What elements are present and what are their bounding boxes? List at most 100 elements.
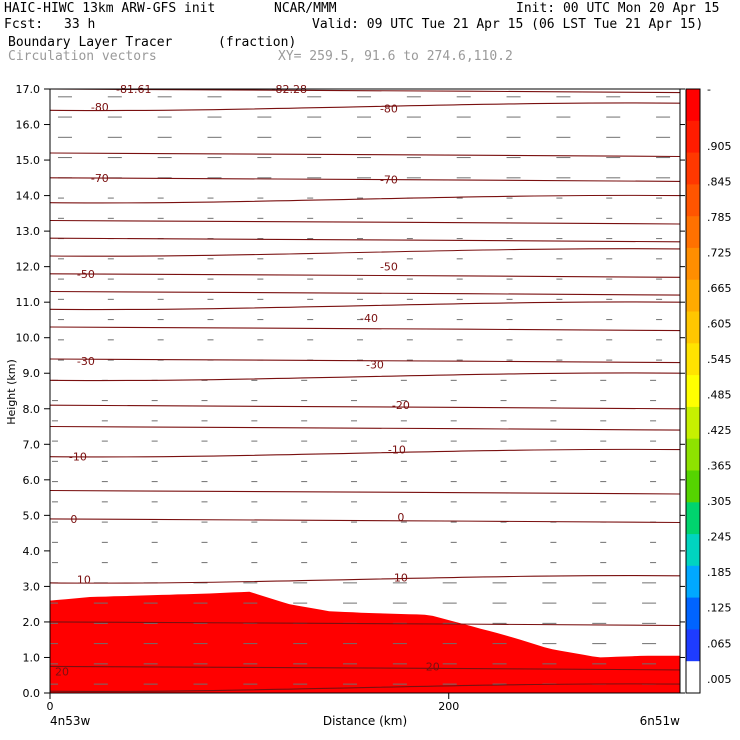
y-tick-label: 14.0 — [16, 190, 41, 203]
y-tick-label: 13.0 — [16, 225, 41, 238]
y-tick-label: 1.0 — [23, 651, 41, 664]
x-tick-label: 200 — [438, 700, 459, 713]
colorbar-label: .545 — [707, 353, 732, 366]
colorbar-label: .125 — [707, 602, 732, 615]
colorbar-label: .725 — [707, 246, 732, 259]
contour-label: 10 — [394, 572, 408, 585]
isotherm-line — [50, 489, 680, 495]
init-time: Init: 00 UTC Mon 20 Apr 15 — [516, 1, 720, 16]
valid-time: Valid: 09 UTC Tue 21 Apr 15 (06 LST Tue … — [312, 17, 704, 32]
y-axis-label: Height (km) — [5, 359, 18, 425]
isotherm-line — [50, 404, 680, 410]
x-axis-label: Distance (km) — [323, 714, 407, 728]
colorbar-swatch — [686, 502, 700, 535]
y-tick-label: 12.0 — [16, 261, 41, 274]
x-end-label: 6n51w — [640, 714, 681, 728]
colorbar-swatch — [686, 216, 700, 249]
plot-area — [50, 89, 680, 693]
field-name: Boundary Layer Tracer — [8, 35, 173, 50]
org-label: NCAR/MMM — [274, 1, 337, 16]
colorbar-label: .605 — [707, 318, 732, 331]
y-tick-label: 6.0 — [23, 474, 41, 487]
colorbar-swatch — [686, 565, 700, 599]
contour-label: -20 — [392, 399, 410, 412]
contour-label: -70 — [91, 172, 109, 185]
colorbar-label: .845 — [707, 175, 732, 188]
colorbar-label: .245 — [707, 531, 732, 544]
y-tick-label: 3.0 — [23, 580, 41, 593]
plot-frame — [49, 88, 681, 694]
fcst-label: Fcst: — [4, 17, 44, 32]
colorbar-label: .485 — [707, 389, 732, 402]
y-tick-label: 10.0 — [16, 332, 41, 345]
isotherm-line — [50, 237, 680, 243]
isotherm-line — [50, 621, 680, 627]
isotherm-line — [50, 152, 680, 158]
cross-section-endpoints: XY= 259.5, 91.6 to 274.6,110.2 — [278, 49, 513, 64]
colorbar-swatch — [686, 661, 700, 694]
colorbar-swatch — [686, 184, 700, 217]
contour-label: -80 — [91, 101, 109, 114]
colorbar-swatch — [686, 120, 700, 154]
colorbar-swatch — [686, 470, 700, 503]
contour-label: -30 — [366, 358, 384, 371]
contour-label: 10 — [77, 573, 91, 586]
contour-label: 20 — [426, 660, 440, 673]
colorbar-label: .785 — [707, 211, 732, 224]
colorbar-swatch — [686, 343, 700, 376]
colorbar-swatch — [686, 247, 700, 281]
colorbar-swatch — [686, 438, 700, 471]
contour-label: -10 — [388, 444, 406, 457]
isotherm-line — [50, 89, 680, 94]
contour-label: 0 — [397, 511, 404, 524]
isotherm-line — [50, 219, 680, 225]
colorbar-label: .665 — [707, 282, 732, 295]
y-tick-label: 15.0 — [16, 154, 41, 167]
y-tick-label: 7.0 — [23, 438, 41, 451]
contour-label: -80 — [380, 103, 398, 116]
y-tick-label: 0.0 — [23, 687, 41, 700]
x-tick-label: 0 — [47, 700, 54, 713]
colorbar-frame — [685, 88, 701, 694]
contour-label: -70 — [380, 174, 398, 187]
colorbar-label: .905 — [707, 140, 732, 153]
vector-field-name: Circulation vectors — [8, 49, 157, 64]
y-tick-label: 9.0 — [23, 367, 41, 380]
contour-label: 0 — [70, 513, 77, 526]
isotherm-line — [50, 326, 680, 332]
isotherm-line — [50, 665, 680, 671]
colorbar-label: - — [707, 83, 711, 96]
y-tick-label: 17.0 — [16, 83, 41, 96]
contour-label: -50 — [77, 268, 95, 281]
tracer-core — [50, 662, 680, 693]
isotherm-line — [50, 248, 680, 257]
colorbar-swatch — [686, 629, 700, 662]
isotherm-line — [50, 177, 680, 182]
y-tick-label: 4.0 — [23, 545, 41, 558]
colorbar-swatch — [686, 152, 700, 185]
isotherm-line — [50, 425, 680, 431]
contour-label: 20 — [55, 666, 69, 679]
y-tick-label: 5.0 — [23, 509, 41, 522]
isotherm-line — [50, 273, 680, 278]
isotherm-line — [50, 683, 680, 692]
isotherm-line — [50, 358, 680, 364]
colorbar-label: .185 — [707, 566, 732, 579]
isotherm-line — [50, 372, 680, 382]
colorbar-swatch — [686, 597, 700, 630]
colorbar-swatch — [686, 311, 700, 344]
colorbar-swatch — [686, 279, 700, 312]
fcst-value: 33 h — [64, 17, 96, 32]
y-tick-label: 8.0 — [23, 403, 41, 416]
contour-label: -40 — [360, 312, 378, 325]
y-tick-label: 11.0 — [16, 296, 41, 309]
isotherm-line — [50, 518, 680, 524]
contour-label: -10 — [69, 451, 87, 464]
isotherm-line — [50, 290, 680, 296]
x-start-label: 4n53w — [50, 714, 91, 728]
colorbar-swatch — [686, 534, 700, 567]
colorbar-swatch — [686, 406, 700, 440]
colorbar-label: .065 — [707, 637, 732, 650]
colorbar-swatch — [686, 89, 700, 122]
